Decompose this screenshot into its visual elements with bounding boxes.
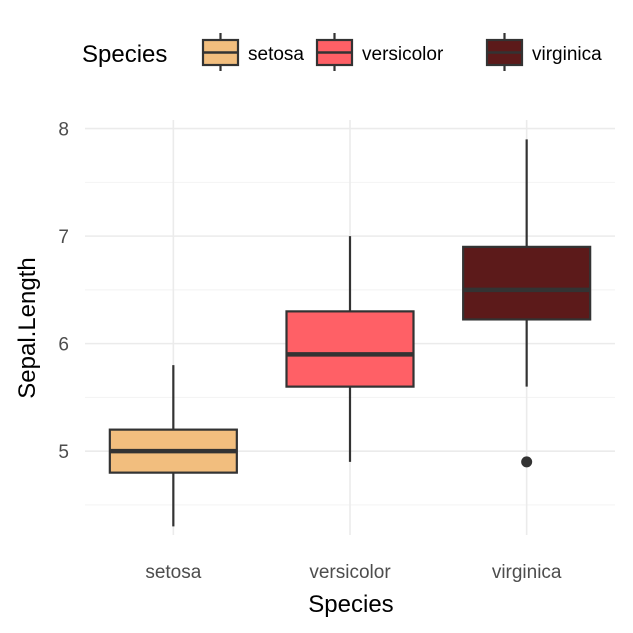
y-tick-label: 8	[58, 120, 69, 141]
y-tick-label: 7	[58, 227, 69, 248]
y-tick-label: 5	[58, 442, 69, 463]
y-axis-label: Sepal.Length	[14, 257, 41, 398]
outlier-point	[521, 456, 533, 468]
legend-label: virginica	[532, 44, 602, 65]
x-axis-label: Species	[308, 591, 393, 618]
box-versicolor	[285, 310, 415, 388]
x-tick-label: setosa	[145, 562, 201, 583]
x-axis-ticks: setosa versicolor virginica	[145, 562, 562, 583]
x-tick-label: versicolor	[309, 562, 391, 583]
legend-title: Species	[82, 41, 167, 68]
box-virginica	[462, 245, 592, 321]
legend-label: setosa	[248, 44, 304, 65]
y-axis-ticks: 5 6 7 8	[58, 120, 69, 464]
legend: Species setosa versicolor virginica	[82, 33, 602, 71]
y-tick-label: 6	[58, 335, 69, 356]
x-tick-label: virginica	[492, 562, 562, 583]
boxes	[108, 139, 592, 527]
legend-label: versicolor	[362, 44, 444, 65]
